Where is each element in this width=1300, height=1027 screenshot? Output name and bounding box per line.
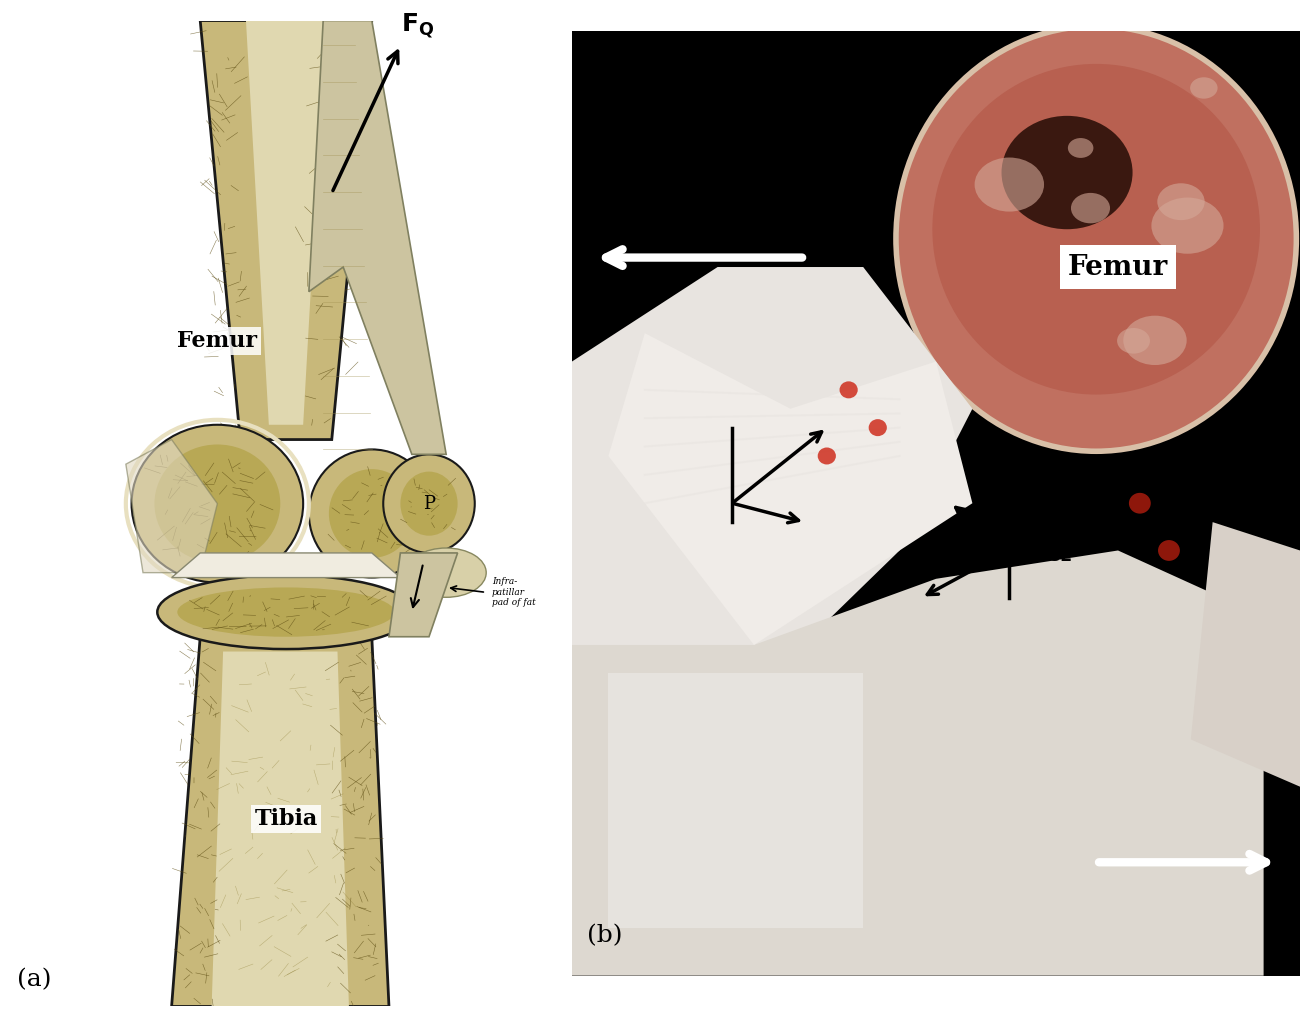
Ellipse shape [1117,328,1150,353]
Ellipse shape [177,587,395,637]
Polygon shape [572,550,1264,976]
Text: (b): (b) [586,924,623,947]
Ellipse shape [1071,193,1110,223]
Ellipse shape [329,469,415,558]
Text: $\mathbf{F_Q}$: $\mathbf{F_Q}$ [400,12,434,40]
Polygon shape [172,553,400,577]
Polygon shape [1191,522,1300,787]
Ellipse shape [932,64,1260,394]
Ellipse shape [1128,493,1150,514]
Ellipse shape [896,26,1296,451]
Ellipse shape [1152,197,1223,254]
Text: (a): (a) [17,968,52,992]
Ellipse shape [157,575,415,649]
Polygon shape [126,440,217,573]
Text: P: P [422,495,436,512]
Polygon shape [309,21,446,454]
Ellipse shape [309,450,434,577]
Ellipse shape [818,448,836,464]
Ellipse shape [1190,77,1218,99]
Ellipse shape [840,381,858,398]
Text: Femur: Femur [1067,254,1169,280]
Ellipse shape [1123,315,1187,365]
Polygon shape [200,21,372,440]
Ellipse shape [1157,183,1205,220]
Text: Tibia: Tibia [255,808,317,830]
Ellipse shape [131,425,303,582]
Ellipse shape [400,471,458,536]
Text: $\mathbf{F_{ACL}}$: $\mathbf{F_{ACL}}$ [1017,537,1072,564]
Ellipse shape [975,157,1044,212]
Ellipse shape [1067,138,1093,158]
Ellipse shape [384,454,474,553]
Polygon shape [172,637,389,1006]
Polygon shape [608,333,972,645]
Polygon shape [572,267,972,692]
Polygon shape [246,21,326,425]
Polygon shape [608,674,863,928]
Ellipse shape [1158,540,1180,561]
Ellipse shape [1001,116,1132,229]
Text: Femur: Femur [177,330,257,352]
Polygon shape [212,651,348,1006]
Ellipse shape [406,548,486,598]
Ellipse shape [155,445,281,563]
Polygon shape [389,553,458,637]
Ellipse shape [868,419,887,436]
Text: Infra-
patillar
pad of fat: Infra- patillar pad of fat [491,577,536,607]
